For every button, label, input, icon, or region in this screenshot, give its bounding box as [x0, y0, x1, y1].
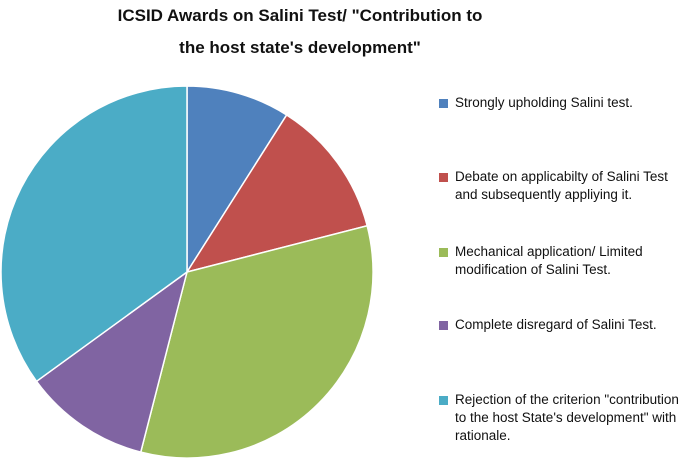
- chart-title-line-2: the host state's development": [179, 38, 421, 57]
- legend-swatch-rejection-criterion: [439, 396, 448, 405]
- legend-item-mechanical-application: Mechanical application/ Limited modifica…: [439, 243, 685, 279]
- pie-slice-strongly-upholding: [186, 85, 288, 275]
- chart-title-line-1: ICSID Awards on Salini Test/ "Contributi…: [117, 6, 483, 25]
- pie-chart: [0, 85, 374, 459]
- legend-item-rejection-criterion: Rejection of the criterion "contribution…: [439, 391, 685, 445]
- legend-item-debate-applicability: Debate on applicabilty of Salini Test an…: [439, 168, 685, 204]
- legend-label-rejection-criterion: Rejection of the criterion "contribution…: [455, 392, 679, 443]
- pie-slice-rejection-criterion: [0, 85, 188, 383]
- legend-label-mechanical-application: Mechanical application/ Limited modifica…: [455, 244, 643, 277]
- pie-slice-debate-applicability: [185, 113, 369, 274]
- legend-item-complete-disregard: Complete disregard of Salini Test.: [439, 316, 685, 334]
- legend-label-strongly-upholding: Strongly upholding Salini test.: [455, 95, 633, 110]
- legend-item-strongly-upholding: Strongly upholding Salini test.: [439, 94, 685, 112]
- legend-label-debate-applicability: Debate on applicabilty of Salini Test an…: [455, 169, 668, 202]
- legend-swatch-complete-disregard: [439, 321, 448, 330]
- pie-slice-mechanical-application: [139, 224, 374, 459]
- legend-swatch-mechanical-application: [439, 248, 448, 257]
- legend-swatch-debate-applicability: [439, 173, 448, 182]
- legend-swatch-strongly-upholding: [439, 99, 448, 108]
- pie-slice-complete-disregard: [35, 270, 189, 454]
- legend-label-complete-disregard: Complete disregard of Salini Test.: [455, 317, 657, 332]
